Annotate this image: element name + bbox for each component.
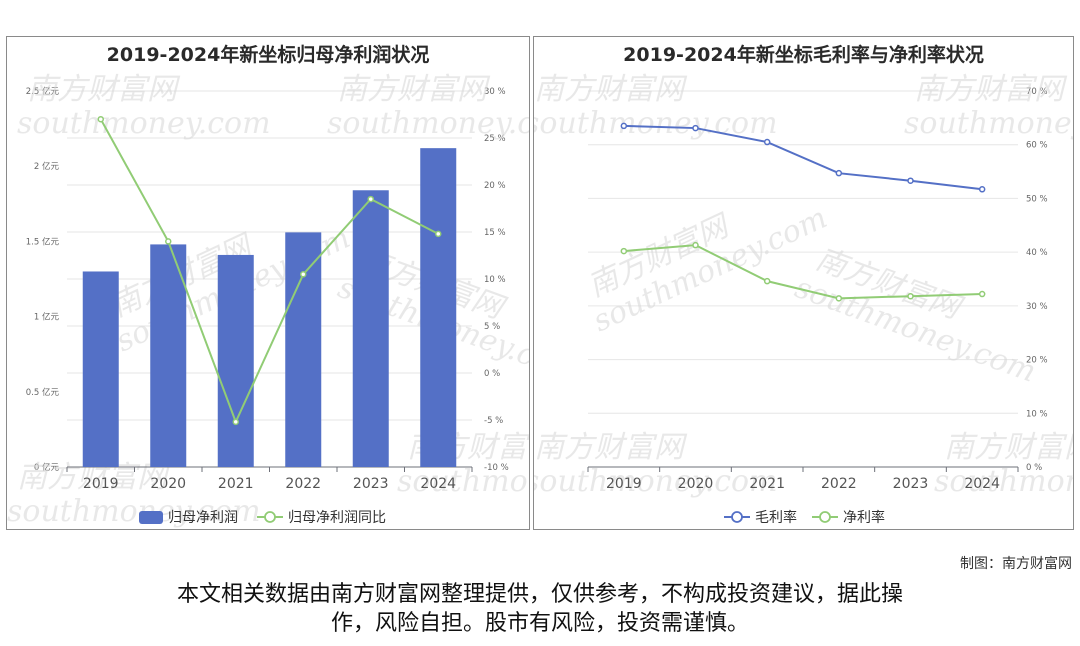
point-net-margin xyxy=(692,241,699,249)
point-net-margin xyxy=(620,247,628,255)
watermark-text: 南方财富网 xyxy=(534,72,688,107)
y-right-tick-label: 30 % xyxy=(1026,302,1048,312)
y-right-tick-label: 20 % xyxy=(484,181,506,191)
bar-net-profit xyxy=(352,190,389,467)
y-right-tick-label: 5 % xyxy=(484,322,500,332)
point-gross-margin xyxy=(620,122,628,130)
point-net-margin xyxy=(978,290,986,298)
watermark-text: 南方财富网 xyxy=(337,72,491,107)
watermark-text: southmoney.com xyxy=(934,464,1074,499)
watermark-text: 南方财富网 xyxy=(27,72,181,107)
y-right-tick-label: 15 % xyxy=(484,228,506,238)
y-right-tick-label: 0 % xyxy=(484,369,500,379)
y-left-tick-label: 0.5 亿元 xyxy=(26,387,60,398)
point-gross-margin xyxy=(978,186,986,193)
disclaimer-line: 作，风险自担。股市有风险，投资需谨慎。 xyxy=(330,611,749,636)
x-tick-label: 2021 xyxy=(218,476,254,492)
point-gross-margin xyxy=(835,169,843,177)
net-profit-chart: -10 % -5 % 0 % 5 % 10 % 15 % 20 % 25 % 30 % 0 亿元 0… xyxy=(7,72,530,529)
series-line-gross-margin xyxy=(623,124,983,191)
y-left-tick-label: 0 亿元 xyxy=(34,462,60,473)
legend-label: 毛利率 xyxy=(755,509,797,526)
watermark-text: southmoney.com xyxy=(534,464,778,499)
chart-title: 2019-2024年新坐标毛利率与净利率状况 xyxy=(623,44,984,66)
x-tick-label: 2020 xyxy=(150,476,186,492)
y-left-tick-label: 2.5 亿元 xyxy=(26,86,60,97)
x-tick-label: 2022 xyxy=(285,476,321,492)
x-tick-label: 2020 xyxy=(678,476,714,492)
y-right-tick-label: 10 % xyxy=(1026,409,1048,419)
y-right-tick-label: 25 % xyxy=(484,134,506,144)
series-line-net-margin xyxy=(623,244,983,300)
watermark-text: southmoney.com xyxy=(327,106,530,141)
disclaimer-line: 本文相关数据由南方财富网整理提供，仅供参考，不构成投资建议，据此操 xyxy=(176,582,903,607)
legend-swatch-point xyxy=(264,511,276,523)
watermark-text: 南方财富网 xyxy=(914,72,1068,107)
x-tick-label: 2022 xyxy=(821,476,857,492)
x-tick-label: 2024 xyxy=(420,476,456,492)
watermark-text: 南方财富网 xyxy=(944,430,1074,465)
watermark-text: southmoney.com xyxy=(904,106,1074,141)
y-right-tick-label: -5 % xyxy=(484,416,503,426)
bar-net-profit xyxy=(285,232,322,467)
legend-swatch-point xyxy=(731,511,743,523)
x-tick-label: 2019 xyxy=(606,476,642,492)
bar-net-profit xyxy=(420,148,457,467)
legend-label: 归母净利润 xyxy=(168,509,238,526)
series-line-yoy xyxy=(99,118,439,425)
x-tick-label: 2021 xyxy=(749,476,785,492)
point-gross-margin xyxy=(907,177,914,184)
x-tick-label: 2024 xyxy=(964,476,1000,492)
chart-panel-margins: 0 % 10 % 20 % 30 % 40 % 50 % 60 % 70 % 南方财富网 sout… xyxy=(533,36,1074,530)
point-yoy xyxy=(367,195,374,203)
chart-panel-net-profit: -10 % -5 % 0 % 5 % 10 % 15 % 20 % 25 % 30 % 0 亿元 0… xyxy=(6,36,530,530)
watermark-text: southmoney.com xyxy=(17,106,271,141)
point-gross-margin xyxy=(692,124,699,132)
watermark-text: southmoney.com xyxy=(397,464,530,499)
y-left-tick-label: 1 亿元 xyxy=(34,312,60,323)
watermark-text: southmoney.com xyxy=(7,494,261,529)
point-yoy xyxy=(300,271,307,278)
y-right-tick-label: -10 % xyxy=(484,463,509,473)
legend-label: 净利率 xyxy=(843,509,885,526)
bar-net-profit xyxy=(82,271,119,467)
chart-credit: 制图：南方财富网 xyxy=(960,556,1072,572)
y-left-tick-label: 2 亿元 xyxy=(34,161,60,172)
chart-title: 2019-2024年新坐标归母净利润状况 xyxy=(106,44,430,66)
y-left-tick-label: 1.5 亿元 xyxy=(26,236,60,247)
y-right-tick-label: 20 % xyxy=(1026,356,1048,366)
legend-swatch-bar xyxy=(139,511,163,524)
point-yoy xyxy=(165,238,172,245)
watermark-text: southmoney.com xyxy=(534,106,778,141)
point-net-margin xyxy=(763,277,771,285)
y-right-tick-label: 40 % xyxy=(1026,248,1048,258)
legend-swatch-point xyxy=(819,511,831,523)
point-net-margin xyxy=(835,295,843,302)
bar-net-profit xyxy=(217,254,254,467)
margin-chart: 0 %10 %20 %30 %40 %50 %60 %70 %南方财富网sout… xyxy=(534,72,1074,526)
y-right-tick-label: 0 % xyxy=(1026,463,1042,473)
x-tick-label: 2023 xyxy=(353,476,389,492)
point-gross-margin xyxy=(763,138,771,146)
x-tick-label: 2023 xyxy=(893,476,929,492)
y-right-tick-label: 10 % xyxy=(484,275,506,285)
x-tick-label: 2019 xyxy=(83,476,119,492)
point-yoy xyxy=(232,418,239,426)
bar-net-profit xyxy=(150,244,187,467)
point-yoy xyxy=(435,230,442,238)
y-right-tick-label: 30 % xyxy=(484,87,506,97)
y-right-tick-label: 70 % xyxy=(1026,87,1048,97)
disclaimer: 本文相关数据由南方财富网整理提供，仅供参考，不构成投资建议，据此操 作，风险自担… xyxy=(60,580,1020,638)
legend-label: 归母净利润同比 xyxy=(288,509,386,526)
point-yoy xyxy=(97,115,104,123)
watermark-text: 南方财富网 xyxy=(534,430,688,465)
y-right-tick-label: 60 % xyxy=(1026,141,1048,151)
point-net-margin xyxy=(907,292,914,300)
y-right-tick-label: 50 % xyxy=(1026,194,1048,204)
